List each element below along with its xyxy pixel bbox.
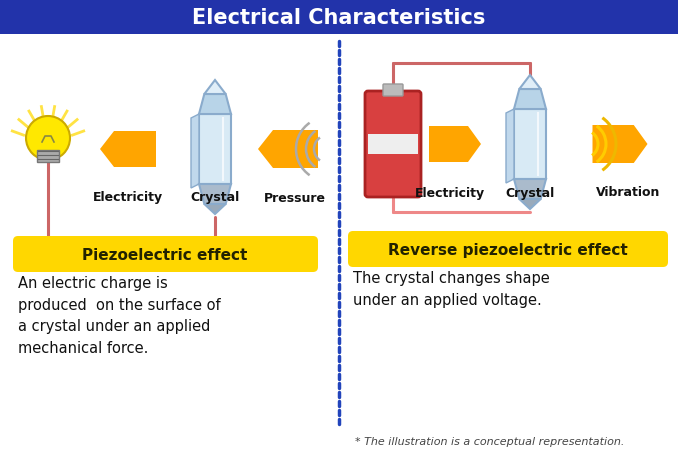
Text: Vibration: Vibration bbox=[596, 186, 660, 199]
FancyBboxPatch shape bbox=[348, 231, 668, 268]
Text: An electric charge is
produced  on the surface of
a crystal under an applied
mec: An electric charge is produced on the su… bbox=[18, 275, 220, 355]
Text: Piezoelectric effect: Piezoelectric effect bbox=[82, 247, 247, 262]
Polygon shape bbox=[593, 126, 647, 164]
Polygon shape bbox=[204, 81, 226, 95]
Text: Electricity: Electricity bbox=[415, 186, 485, 199]
Text: Pressure: Pressure bbox=[264, 191, 326, 204]
Text: * The illustration is a conceptual representation.: * The illustration is a conceptual repre… bbox=[355, 436, 624, 446]
FancyBboxPatch shape bbox=[365, 92, 421, 197]
Polygon shape bbox=[519, 76, 540, 90]
Text: Crystal: Crystal bbox=[191, 191, 239, 204]
FancyBboxPatch shape bbox=[0, 0, 678, 35]
Text: Crystal: Crystal bbox=[505, 186, 555, 199]
FancyBboxPatch shape bbox=[514, 110, 546, 179]
FancyBboxPatch shape bbox=[37, 151, 59, 162]
Text: Electricity: Electricity bbox=[93, 191, 163, 204]
Text: The crystal changes shape
under an applied voltage.: The crystal changes shape under an appli… bbox=[353, 270, 550, 307]
Text: Electrical Characteristics: Electrical Characteristics bbox=[193, 8, 485, 28]
Polygon shape bbox=[429, 127, 481, 162]
FancyBboxPatch shape bbox=[368, 134, 418, 155]
Circle shape bbox=[26, 117, 70, 161]
FancyBboxPatch shape bbox=[13, 236, 318, 272]
Polygon shape bbox=[519, 200, 540, 210]
Polygon shape bbox=[514, 90, 546, 110]
Polygon shape bbox=[100, 132, 156, 168]
Polygon shape bbox=[199, 95, 231, 115]
Text: Reverse piezoelectric effect: Reverse piezoelectric effect bbox=[388, 242, 628, 257]
Polygon shape bbox=[204, 205, 226, 214]
Polygon shape bbox=[258, 131, 318, 168]
Polygon shape bbox=[514, 179, 546, 200]
FancyBboxPatch shape bbox=[199, 115, 231, 185]
Polygon shape bbox=[506, 110, 514, 184]
FancyBboxPatch shape bbox=[383, 85, 403, 97]
Polygon shape bbox=[199, 185, 231, 205]
Polygon shape bbox=[191, 115, 199, 189]
